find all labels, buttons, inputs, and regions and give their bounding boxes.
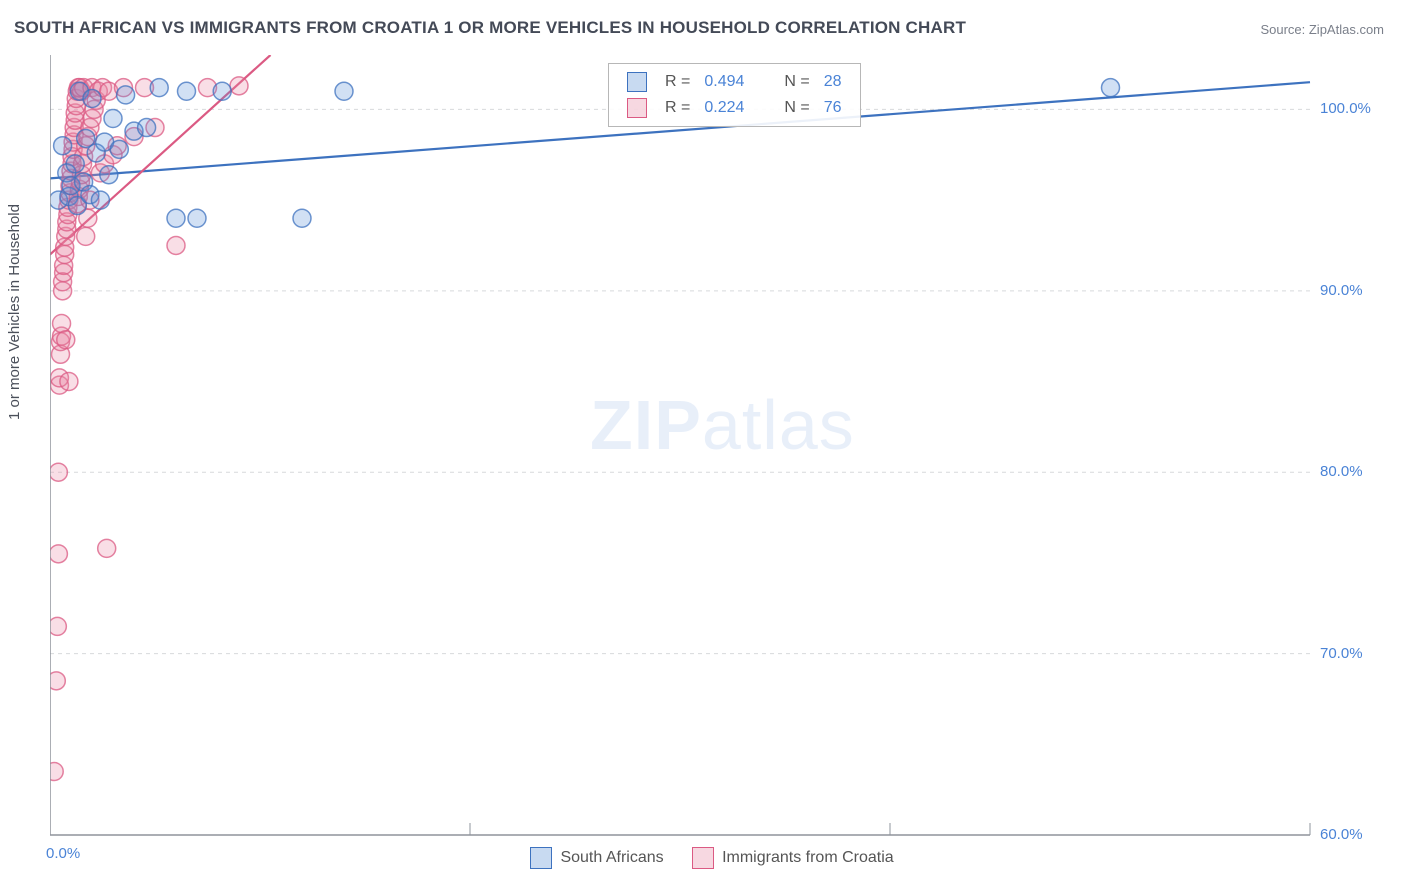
chart-area: ZIPatlas R =0.494N =28R =0.224N =76 Sout… xyxy=(50,55,1380,835)
y-axis-label: 1 or more Vehicles in Household xyxy=(6,204,23,420)
correlation-legend: R =0.494N =28R =0.224N =76 xyxy=(608,63,861,127)
scatter-plot xyxy=(50,55,1380,895)
source-attribution: Source: ZipAtlas.com xyxy=(1260,22,1384,37)
series-legend: South Africans Immigrants from Croatia xyxy=(530,847,922,869)
chart-title: SOUTH AFRICAN VS IMMIGRANTS FROM CROATIA… xyxy=(14,18,966,38)
